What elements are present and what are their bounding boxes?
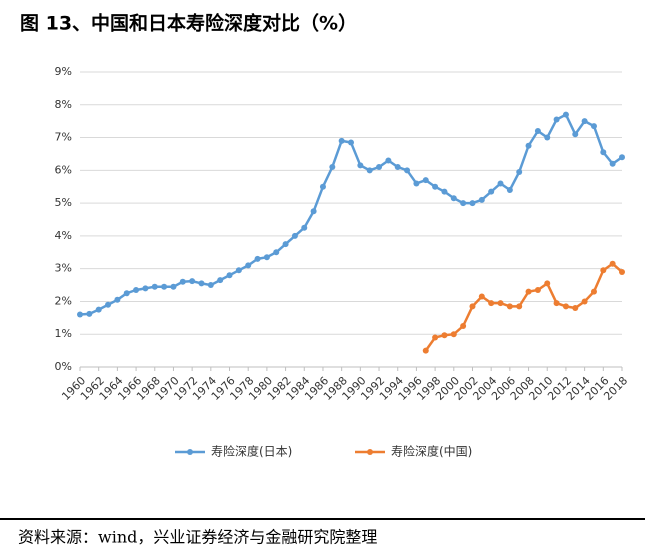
point [338,137,345,144]
point [95,306,102,313]
point [609,260,616,267]
point [170,283,177,290]
point [590,288,597,295]
y-tick-label: 7% [55,131,72,144]
y-tick-label: 6% [55,163,72,176]
series-line [424,262,623,352]
point [460,200,467,207]
point [189,278,196,285]
point [581,298,588,305]
point [413,180,420,187]
point [422,177,429,184]
legend-label: 寿险深度(中国) [391,444,472,459]
point [348,139,354,146]
point [114,296,121,303]
y-tick-label: 0% [55,360,72,373]
point [562,111,569,118]
point [600,149,607,156]
point [310,208,317,215]
point [609,160,616,167]
point [525,288,532,295]
point [441,332,448,339]
point [469,200,476,207]
y-tick-label: 5% [55,196,72,209]
legend-label: 寿险深度(日本) [211,444,292,459]
point [572,131,579,138]
point [254,255,261,262]
point [198,280,205,287]
y-tick-label: 9% [55,65,72,78]
point [291,232,298,239]
point [525,142,532,149]
source: 资料来源：wind，兴业证券经济与金融研究院整理 [18,528,377,547]
y-tick-label: 4% [55,229,72,242]
point [161,283,168,290]
point [619,268,625,275]
point [282,241,289,248]
point [142,285,149,292]
point [488,300,495,307]
point [376,164,383,171]
chart-title: 图 13、中国和日本寿险深度对比（%） [20,12,357,35]
point [544,280,551,287]
point [217,277,224,284]
point [179,278,186,285]
point [123,290,130,297]
point [366,167,373,174]
legend-marker [367,449,373,455]
point [600,267,607,274]
point [301,224,308,231]
point [441,188,448,195]
point [432,183,439,190]
point [619,154,625,161]
point [394,164,401,171]
point [235,267,242,274]
point [590,123,597,130]
y-tick-label: 3% [55,262,72,275]
point [207,282,214,289]
point [105,301,112,308]
point [151,283,158,290]
point [534,128,541,134]
point [404,167,411,174]
point [432,334,439,341]
point [506,187,513,193]
point [572,305,579,311]
point [319,183,326,190]
point [478,196,485,203]
point [497,180,504,187]
point [488,188,495,195]
point [357,162,364,169]
point [553,116,560,123]
point [516,168,523,175]
point [460,323,467,330]
point [273,249,280,256]
point [263,254,270,261]
point [450,195,457,202]
y-tick-label: 8% [55,98,72,111]
point [497,300,504,307]
point [385,157,392,164]
point [516,303,523,310]
point [581,118,588,125]
point [226,272,233,279]
point [544,134,551,141]
point [422,347,429,354]
point [469,303,476,310]
y-tick-label: 1% [55,327,72,340]
point [450,331,457,338]
point [77,311,83,318]
point [478,293,485,300]
point [245,262,252,269]
y-tick-label: 2% [55,294,72,307]
point [86,310,93,317]
point [506,303,513,310]
point [329,164,336,171]
point [562,303,569,310]
point [534,286,541,293]
legend-marker [187,449,193,455]
point [133,286,140,293]
point [553,300,560,307]
